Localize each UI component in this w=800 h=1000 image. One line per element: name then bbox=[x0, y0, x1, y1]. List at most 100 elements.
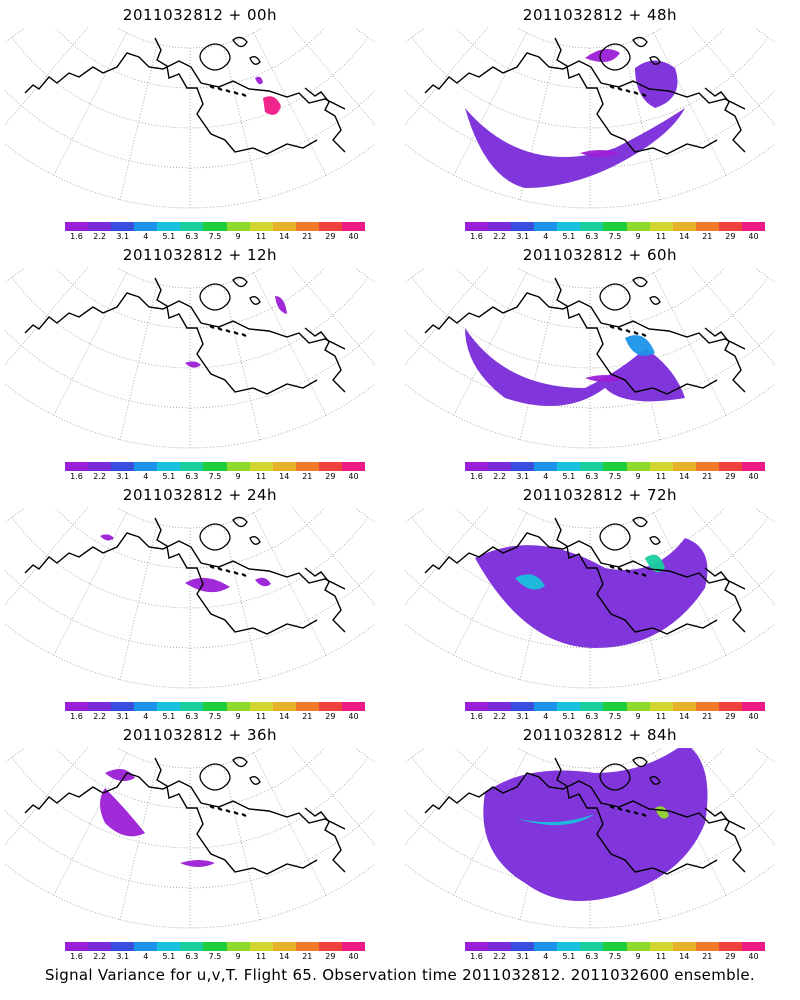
colorbar-swatch bbox=[488, 702, 512, 711]
colorbar-swatch bbox=[65, 462, 89, 471]
colorbar-swatch bbox=[580, 942, 604, 951]
coastline bbox=[424, 772, 746, 830]
coastline bbox=[154, 757, 318, 875]
variance-contour bbox=[475, 538, 708, 648]
polar-stereographic-map bbox=[5, 508, 375, 689]
variance-contour bbox=[105, 769, 135, 782]
colorbar-swatch bbox=[672, 702, 696, 711]
variance-contour bbox=[515, 814, 595, 826]
colorbar-swatch bbox=[157, 702, 181, 711]
colorbar-label: 11 bbox=[656, 472, 667, 481]
meridian-gridline bbox=[291, 28, 375, 126]
colorbar-swatch bbox=[511, 222, 535, 231]
colorbar-swatch bbox=[249, 942, 273, 951]
colorbar: 1.6 2.2 3.1 4 5.1 6.3 7.5 9 11 14 21 29 40 bbox=[65, 462, 366, 486]
colorbar-swatch bbox=[511, 462, 535, 471]
colorbar-label: 40 bbox=[748, 232, 759, 241]
colorbar-label: 1.6 bbox=[70, 712, 83, 721]
colorbar-label: 7.5 bbox=[608, 472, 622, 481]
coastline bbox=[24, 292, 346, 350]
forecast-panel: 2011032812 + 24h 1.6 2.2 3.1 4 5.1 6.3 7.5 9 11 14… bbox=[5, 480, 395, 725]
colorbar-swatch bbox=[672, 222, 696, 231]
meridian-gridline bbox=[53, 512, 127, 656]
latitude-gridline bbox=[517, 508, 663, 529]
latitude-gridline bbox=[517, 268, 663, 289]
colorbar-swatch bbox=[557, 942, 581, 951]
colorbar-swatch bbox=[603, 702, 627, 711]
colorbar-swatch bbox=[65, 222, 89, 231]
colorbar-swatch bbox=[226, 222, 250, 231]
colorbar-swatch bbox=[295, 942, 319, 951]
colorbar-label: 5.1 bbox=[562, 712, 576, 721]
latitude-gridline bbox=[5, 810, 375, 889]
meridian-gridline bbox=[53, 272, 127, 416]
colorbar: 1.6 2.2 3.1 4 5.1 6.3 7.5 9 11 14 21 29 40 bbox=[65, 702, 366, 726]
panel-title: 2011032812 + 48h bbox=[522, 6, 678, 24]
colorbar-label: 5.1 bbox=[562, 952, 576, 961]
latitude-gridline bbox=[405, 330, 775, 409]
colorbar-label: 21 bbox=[302, 712, 313, 721]
colorbar-label: 6.3 bbox=[185, 712, 199, 721]
colorbar-swatch bbox=[157, 222, 181, 231]
colorbar-swatch bbox=[157, 462, 181, 471]
colorbar: 1.6 2.2 3.1 4 5.1 6.3 7.5 9 11 14 21 29 40 bbox=[465, 462, 766, 486]
colorbar-swatch bbox=[557, 222, 581, 231]
colorbar-label: 14 bbox=[279, 232, 290, 241]
arctic-islands bbox=[599, 276, 661, 311]
colorbar-label: 5.1 bbox=[162, 712, 176, 721]
colorbar-label: 29 bbox=[325, 472, 336, 481]
latitude-gridline bbox=[455, 508, 725, 569]
colorbar-label: 3.1 bbox=[116, 472, 130, 481]
variance-contour bbox=[483, 748, 708, 901]
meridian-gridline bbox=[222, 764, 261, 920]
colorbar-swatch bbox=[465, 942, 489, 951]
coastline bbox=[704, 807, 746, 873]
variance-contour bbox=[625, 335, 655, 356]
colorbar-swatch bbox=[488, 942, 512, 951]
colorbar-label: 7.5 bbox=[608, 712, 622, 721]
colorbar-swatch bbox=[111, 222, 135, 231]
colorbar-swatch bbox=[557, 702, 581, 711]
colorbar-label: 21 bbox=[302, 232, 313, 241]
colorbar-swatch bbox=[134, 942, 158, 951]
latitude-gridline bbox=[405, 810, 775, 889]
latitude-gridline bbox=[117, 28, 263, 49]
colorbar-label: 4 bbox=[143, 712, 149, 721]
variance-contour bbox=[585, 375, 625, 382]
latitude-gridline bbox=[55, 508, 325, 569]
colorbar-swatch bbox=[341, 222, 366, 231]
forecast-panel: 2011032812 + 36h 1.6 2.2 3.1 4 5.1 6.3 7.5 9 11 14… bbox=[5, 720, 395, 965]
latitude-gridline bbox=[517, 28, 663, 49]
colorbar-label: 5.1 bbox=[162, 472, 176, 481]
colorbar-label: 29 bbox=[725, 712, 736, 721]
coastline bbox=[424, 532, 746, 590]
colorbar-swatch bbox=[672, 462, 696, 471]
colorbar-label: 7.5 bbox=[208, 952, 222, 961]
colorbar-swatch bbox=[111, 942, 135, 951]
coastline bbox=[424, 292, 746, 350]
polar-stereographic-map bbox=[405, 748, 775, 929]
colorbar-label: 3.1 bbox=[516, 472, 530, 481]
latitude-gridline bbox=[11, 37, 369, 129]
colorbar-swatch bbox=[511, 702, 535, 711]
colorbar-swatch bbox=[534, 702, 558, 711]
colorbar-swatch bbox=[88, 702, 112, 711]
coastline bbox=[304, 807, 346, 873]
latitude-gridline bbox=[455, 268, 725, 329]
colorbar-swatch bbox=[318, 222, 342, 231]
colorbar-swatch bbox=[134, 222, 158, 231]
colorbar-label: 6.3 bbox=[185, 232, 199, 241]
colorbar-swatch bbox=[111, 462, 135, 471]
variance-contour bbox=[465, 328, 685, 406]
meridian-gridline bbox=[222, 284, 261, 440]
meridian-gridline bbox=[222, 524, 261, 680]
coastline bbox=[24, 52, 346, 110]
colorbar-swatch bbox=[341, 462, 366, 471]
colorbar-label: 14 bbox=[279, 472, 290, 481]
meridian-gridline bbox=[354, 748, 375, 763]
colorbar-label: 40 bbox=[348, 472, 359, 481]
colorbar-label: 6.3 bbox=[585, 712, 599, 721]
colorbar-label: 7.5 bbox=[208, 232, 222, 241]
coastline bbox=[154, 37, 318, 155]
colorbar-label: 7.5 bbox=[608, 952, 622, 961]
